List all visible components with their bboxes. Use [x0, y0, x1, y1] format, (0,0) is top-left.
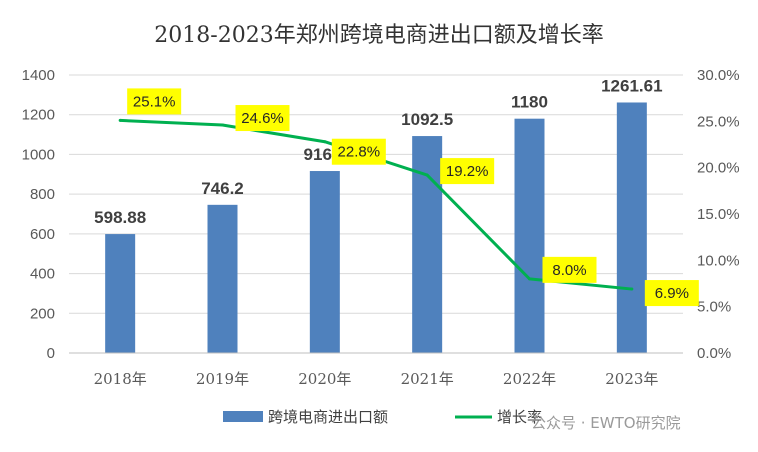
bar [514, 118, 545, 353]
y-left-tick-label: 0 [47, 345, 55, 362]
line-point [425, 173, 429, 177]
x-tick-label: 2023年 [605, 370, 658, 388]
bar-value-label: 598.88 [94, 208, 146, 227]
rate-value-label: 22.8% [338, 144, 381, 161]
y-right-tick-label: 15.0% [697, 206, 740, 223]
line-point [221, 123, 224, 127]
line-point [528, 277, 531, 281]
y-left-tick-label: 800 [30, 186, 55, 203]
x-axis: 2018年 2019年 2020年 2021年 2022年 2023年 [69, 352, 683, 388]
line-point [323, 140, 327, 144]
rate-label-box [127, 88, 182, 115]
y-left-tick-label: 1000 [22, 146, 55, 163]
y-right-tick-label: 5.0% [697, 299, 731, 316]
rate-label-box [644, 280, 699, 307]
x-tick-label: 2020年 [298, 370, 351, 388]
y-right-tick-label: 25.0% [697, 113, 740, 130]
bar-value-label: 1261.61 [601, 76, 662, 95]
rate-label-box [331, 138, 386, 165]
bar [616, 102, 647, 353]
rate-value-label: 19.2% [446, 163, 489, 180]
legend-swatch-bar [223, 411, 263, 422]
rate-data-labels: 25.1% 24.6% 22.8% 19.2% 8.0% 6.9% [127, 88, 699, 307]
y-left-tick-label: 1400 [22, 67, 55, 84]
bar-value-label: 1092.5 [401, 110, 453, 129]
x-tick-label: 2022年 [503, 370, 556, 388]
rate-label-box [440, 158, 495, 185]
line-point [630, 287, 634, 291]
rate-label-box [235, 105, 290, 132]
legend: 跨境电商进出口额 增长率 [223, 408, 542, 426]
bar [105, 234, 136, 353]
y-left-tick-label: 400 [30, 266, 55, 283]
legend-label-bar: 跨境电商进出口额 [268, 408, 388, 426]
rate-label-box [542, 256, 597, 283]
y-right-tick-label: 10.0% [697, 252, 740, 269]
bar [309, 171, 340, 353]
gridlines [69, 74, 683, 354]
rate-value-label: 6.9% [655, 285, 689, 302]
bar [412, 136, 443, 353]
x-tick-label: 2018年 [94, 370, 147, 388]
y-right-tick-label: 30.0% [697, 67, 740, 84]
y-right-tick-label: 20.0% [697, 160, 740, 177]
bar-value-label: 1180 [511, 93, 548, 112]
bar-value-label: 746.2 [201, 179, 244, 198]
x-tick-label: 2021年 [401, 370, 454, 388]
y-axis-left: 0 200 400 600 800 1000 1200 1400 [22, 67, 55, 362]
watermark-text: 公众号 · EWTO研究院 [531, 414, 681, 432]
legend-label-line: 增长率 [497, 408, 542, 426]
y-axis-right: 0.0% 5.0% 10.0% 15.0% 20.0% 25.0% 30.0% [697, 67, 740, 362]
line-point [118, 118, 122, 122]
x-tick-label: 2019年 [196, 370, 249, 388]
y-left-tick-label: 600 [30, 226, 55, 243]
bar-series [105, 102, 647, 353]
y-left-tick-label: 200 [30, 305, 55, 322]
rate-value-label: 24.6% [241, 110, 284, 127]
rate-value-label: 8.0% [552, 262, 586, 279]
y-left-tick-label: 1200 [22, 107, 55, 124]
rate-value-label: 25.1% [133, 93, 176, 110]
y-right-tick-label: 0.0% [697, 345, 731, 362]
bar [207, 204, 238, 353]
chart-title: 2018-2023年郑州跨境电商进出口额及增长率 [154, 23, 603, 48]
